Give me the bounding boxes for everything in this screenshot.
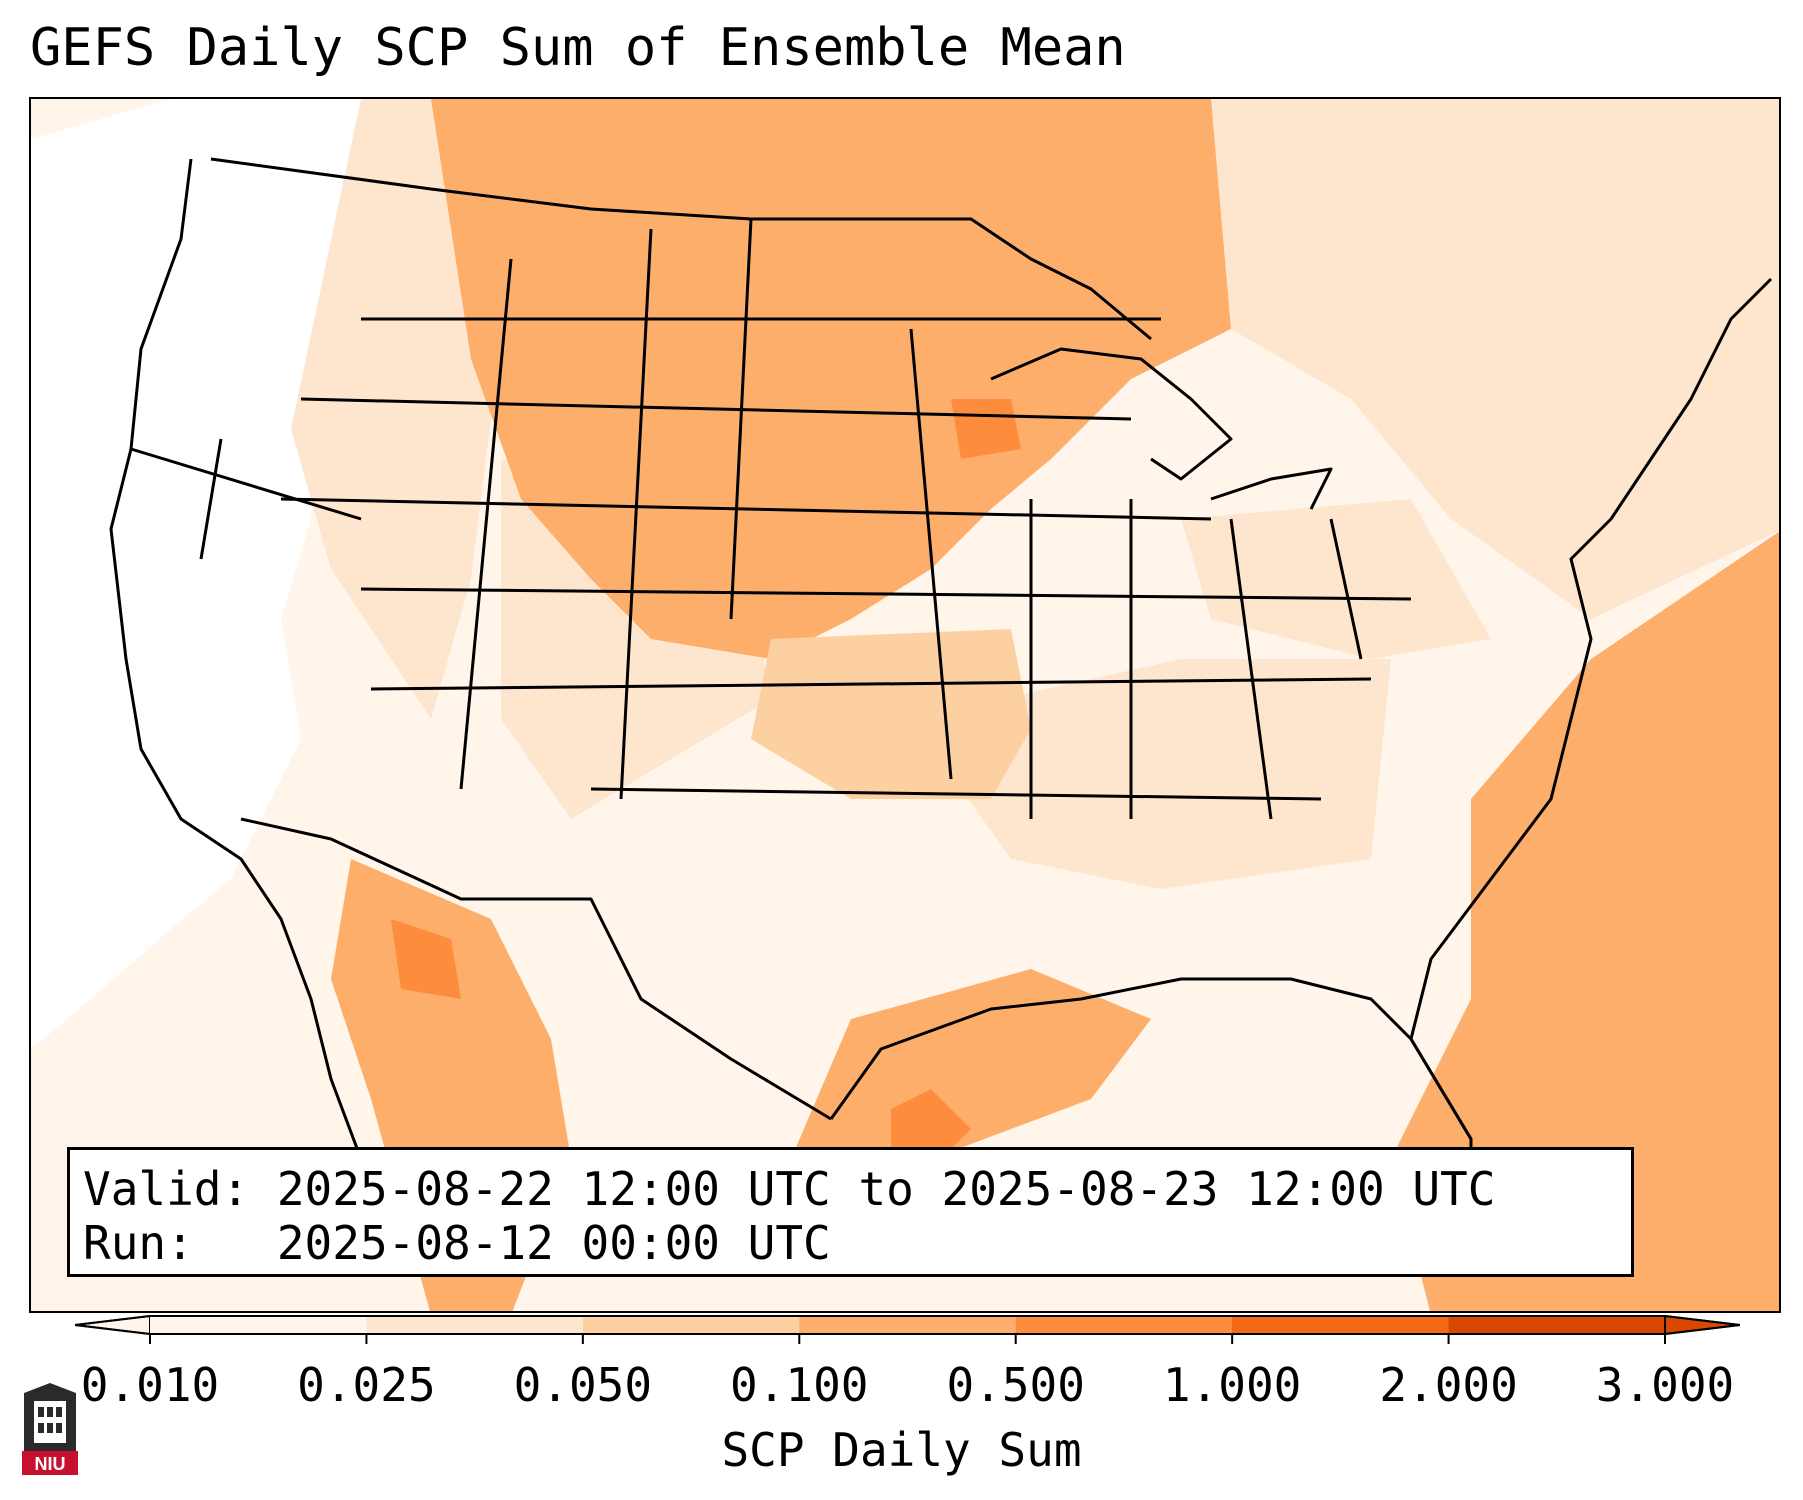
great-lakes bbox=[990, 347, 1233, 481]
state-line bbox=[370, 677, 1372, 691]
field-mid-atlantic-ocean bbox=[1391, 531, 1779, 1311]
state-line bbox=[619, 228, 653, 800]
field-high-sierra-madre bbox=[391, 919, 461, 999]
colorbar-tick-label: 0.025 bbox=[297, 1358, 436, 1412]
colorbar-segments bbox=[75, 1314, 1740, 1336]
field-mid-gulf bbox=[791, 969, 1151, 1199]
logo-text-band bbox=[22, 1451, 78, 1475]
colorbar-segment bbox=[1448, 1316, 1666, 1334]
colorbar-segment bbox=[582, 1316, 800, 1334]
run-line: Run: 2025-08-12 00:00 UTC bbox=[83, 1216, 831, 1270]
state-line bbox=[459, 258, 513, 790]
lake-erie bbox=[1210, 467, 1333, 510]
field-high-upper-midwest bbox=[951, 399, 1021, 459]
colorbar bbox=[75, 1314, 1740, 1344]
state-line bbox=[590, 787, 1322, 801]
state-line bbox=[199, 438, 223, 560]
scp-field-map bbox=[31, 99, 1779, 1311]
colorbar-tick-label: 2.000 bbox=[1379, 1358, 1518, 1412]
colorbar-extend-high bbox=[1664, 1314, 1740, 1336]
field-mid-northern-plains bbox=[431, 99, 1231, 659]
state-line bbox=[360, 587, 1412, 601]
colorbar-tick-label: 1.000 bbox=[1162, 1358, 1302, 1412]
field-light-ohio-valley bbox=[1181, 499, 1491, 659]
valid-run-box: Valid: 2025-08-22 12:00 UTC to 2025-08-2… bbox=[67, 1147, 1634, 1277]
state-line bbox=[1229, 518, 1273, 820]
state-line bbox=[729, 218, 753, 620]
colorbar-tick-label: 0.500 bbox=[946, 1358, 1085, 1412]
colorbar-segment bbox=[799, 1316, 1017, 1334]
east-coast bbox=[1409, 277, 1773, 1140]
map-title: GEFS Daily SCP Sum of Ensemble Mean bbox=[30, 18, 1126, 78]
colorbar-ticks bbox=[149, 1334, 1666, 1344]
state-line bbox=[1329, 518, 1363, 660]
logo-text: NIU bbox=[35, 1454, 66, 1474]
colorbar-tick-label: 0.010 bbox=[80, 1358, 220, 1412]
colorbar-segment bbox=[1232, 1316, 1450, 1334]
state-line bbox=[300, 397, 1132, 421]
colorbar-segment bbox=[150, 1316, 367, 1334]
niu-logo: NIU bbox=[22, 1383, 78, 1475]
map-panel bbox=[29, 97, 1781, 1313]
colorbar-segment bbox=[366, 1316, 584, 1334]
field-light-intermountain bbox=[291, 99, 501, 719]
field-southern-plains bbox=[751, 629, 1031, 799]
state-line bbox=[280, 497, 1212, 521]
state-line bbox=[130, 447, 362, 521]
colorbar-tick-label: 3.000 bbox=[1595, 1358, 1735, 1412]
boundaries bbox=[109, 157, 1773, 1179]
state-line bbox=[909, 328, 953, 780]
colorbar-segment bbox=[1015, 1316, 1233, 1334]
mexico-border bbox=[240, 817, 832, 1121]
colorbar-extend-low bbox=[75, 1314, 151, 1336]
field-light-northeast bbox=[1211, 99, 1779, 619]
colorbar-tick-label: 0.100 bbox=[730, 1358, 869, 1412]
colorbar-label: SCP Daily Sum bbox=[721, 1423, 1082, 1477]
canada-border bbox=[210, 157, 1152, 341]
field-low-west bbox=[31, 99, 361, 1049]
west-coast bbox=[109, 158, 363, 1160]
colorbar-tick-label: 0.050 bbox=[513, 1358, 653, 1412]
valid-line: Valid: 2025-08-22 12:00 UTC to 2025-08-2… bbox=[83, 1162, 1496, 1216]
